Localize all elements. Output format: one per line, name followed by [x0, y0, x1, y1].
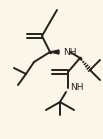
Text: NH: NH [70, 84, 84, 92]
Polygon shape [50, 50, 59, 54]
Text: NH: NH [63, 48, 77, 56]
